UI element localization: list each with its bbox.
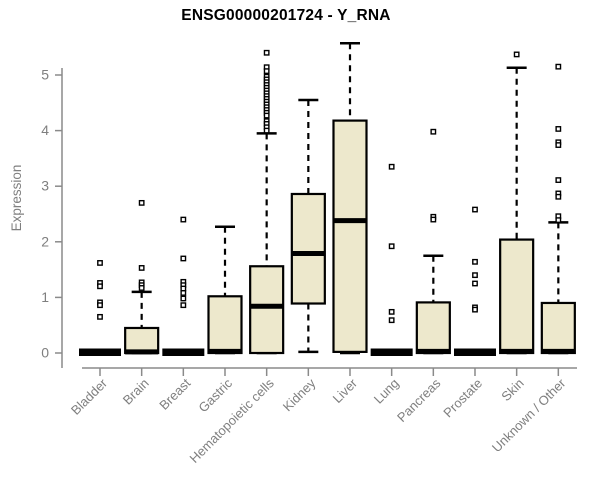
box-unknown-other: [540, 63, 576, 355]
box-bladder: [79, 260, 121, 356]
x-tick-label: Prostate: [440, 376, 485, 421]
chart-title: ENSG00000201724 - Y_RNA: [181, 7, 391, 24]
outlier-point: [472, 306, 478, 313]
outlier-point: [97, 302, 103, 309]
outlier-point: [263, 112, 270, 119]
outlier-point: [555, 126, 562, 132]
outlier-point: [472, 272, 478, 279]
outlier-point: [430, 216, 437, 223]
box-lung: [370, 163, 413, 356]
outlier-point: [388, 163, 395, 170]
x-tick-label: Liver: [330, 375, 361, 406]
outlier-point: [472, 206, 478, 213]
x-tick-label: Pancreas: [394, 375, 444, 425]
outlier-point: [263, 127, 270, 134]
outlier-point: [138, 285, 145, 291]
x-tick-label: Unknown / Other: [489, 375, 569, 455]
x-tick-label: Brain: [120, 376, 152, 408]
outlier-point: [180, 255, 187, 262]
outlier-point: [263, 49, 270, 56]
outlier-point: [138, 199, 145, 206]
y-tick-label: 0: [41, 345, 49, 361]
outlier-point: [97, 313, 103, 320]
outlier-point: [555, 177, 562, 183]
box-kidney: [290, 98, 326, 354]
outlier-point: [97, 260, 103, 266]
box-pancreas: [415, 128, 451, 355]
outlier-point: [555, 217, 562, 224]
outlier-point: [97, 283, 103, 290]
outlier-point: [180, 302, 187, 309]
x-tick-label: Lung: [371, 376, 402, 407]
y-tick-label: 3: [41, 178, 49, 194]
outlier-point: [263, 68, 270, 75]
outlier-point: [180, 285, 187, 292]
y-axis: 0 1 2 3 4 5: [41, 67, 63, 368]
outlier-point: [472, 258, 478, 265]
outlier-point: [555, 142, 562, 148]
x-tick-label: Breast: [156, 375, 193, 412]
outlier-point: [388, 243, 395, 250]
x-tick-label: Skin: [498, 376, 526, 404]
y-tick-label: 2: [41, 233, 49, 249]
x-tick-label: Bladder: [68, 375, 111, 418]
outlier-point: [180, 216, 187, 223]
y-tick-label: 1: [41, 289, 49, 305]
outlier-point: [388, 308, 395, 315]
y-tick-label: 4: [41, 122, 49, 138]
outlier-point: [180, 295, 187, 302]
box-skin: [499, 51, 535, 355]
outlier-point: [180, 290, 187, 296]
outlier-point: [430, 128, 437, 135]
outlier-point: [138, 265, 145, 271]
box-brain: [124, 199, 160, 355]
outlier-point: [555, 193, 562, 200]
box-prostate: [453, 206, 496, 356]
box-breast: [162, 216, 205, 356]
x-tick-label: Kidney: [280, 375, 319, 414]
box-liver: [332, 42, 368, 355]
outlier-point: [513, 51, 520, 58]
outlier-point: [388, 317, 395, 324]
box-hematopoietic-cells: [249, 49, 285, 355]
outlier-point: [555, 63, 562, 70]
box-gastric: [207, 225, 243, 355]
outlier-point: [472, 280, 478, 287]
y-tick-label: 5: [41, 67, 49, 83]
x-tick-label: Gastric: [195, 375, 235, 415]
